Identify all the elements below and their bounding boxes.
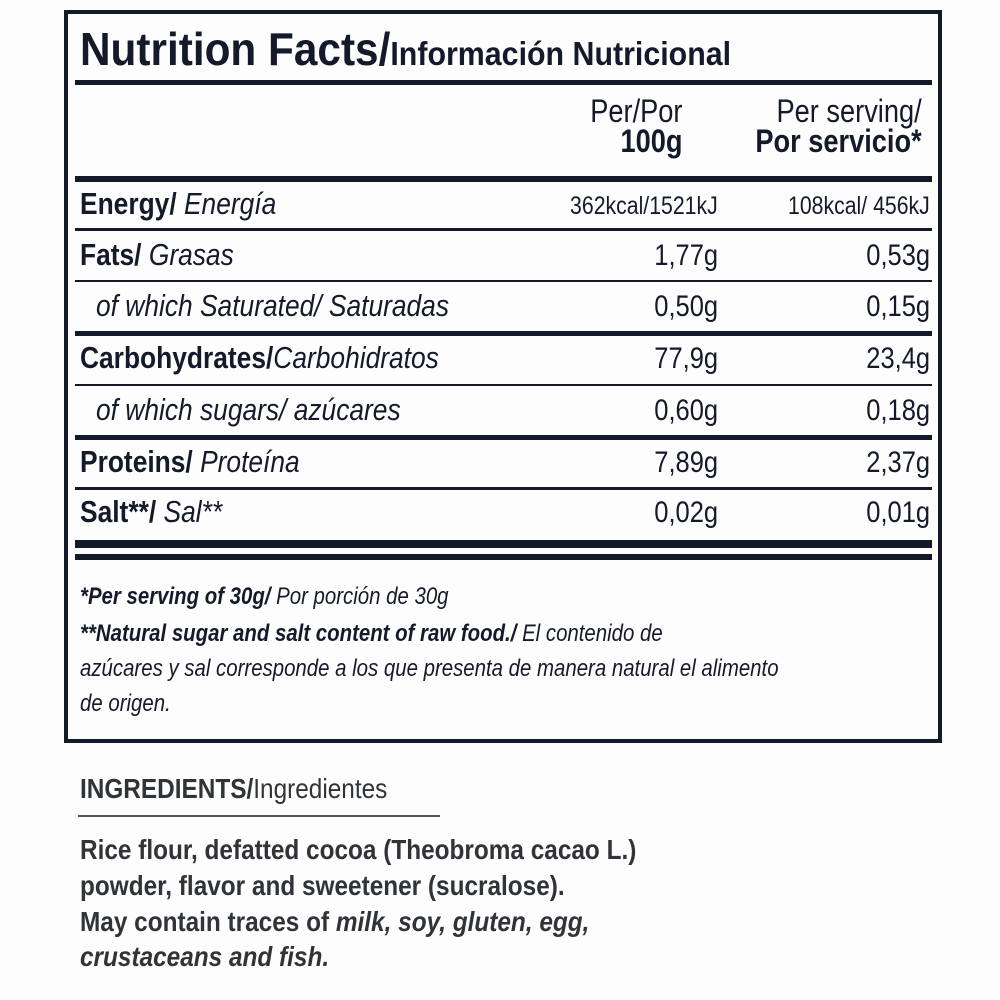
row-label-en: Carbohydrates/: [80, 340, 274, 375]
ingredients-line2: powder, flavor and sweetener (sucralose)…: [80, 870, 565, 901]
divider: [75, 435, 932, 440]
value-per100: 77,9g: [654, 342, 718, 375]
value-per100: 0,60g: [654, 394, 718, 427]
value-serving: 0,15g: [866, 290, 930, 323]
value-per100: 0,02g: [654, 496, 718, 529]
value-per100: 362kcal/1521kJ: [570, 192, 718, 220]
row-label: Carbohydrates/Carbohidratos: [80, 340, 439, 376]
row-label-es: Energía: [176, 186, 277, 221]
nutrition-facts-box: [64, 10, 942, 743]
column-header-per100: Per/Por 100g: [589, 93, 682, 159]
column-header-serving: Per serving/Por servicio*: [755, 93, 922, 159]
divider: [75, 554, 932, 560]
value-serving: 2,37g: [866, 446, 930, 479]
divider: [75, 280, 932, 282]
row-label-es: of which sugars/ azúcares: [96, 392, 401, 427]
row-label-es: Carbohidratos: [273, 340, 439, 375]
row-label: of which Saturated/ Saturadas: [96, 288, 449, 324]
row-label: of which sugars/ azúcares: [96, 392, 401, 428]
row-label-es: of which Saturated/ Saturadas: [96, 288, 450, 323]
footnote-serving: *Per serving of 30g/ Por porción de 30g: [80, 583, 449, 610]
value-per100: 7,89g: [654, 446, 718, 479]
divider: [75, 384, 932, 386]
row-label: Energy/ Energía: [80, 186, 276, 222]
divider: [75, 228, 932, 231]
footnote-natural-content: **Natural sugar and salt content of raw …: [80, 620, 663, 647]
row-label: Fats/ Grasas: [80, 237, 234, 273]
allergens-line1: May contain traces of milk, soy, gluten,…: [80, 906, 590, 937]
value-serving: 0,01g: [866, 496, 930, 529]
value-serving: 0,53g: [866, 239, 930, 272]
footnote-line2: azúcares y sal corresponde a los que pre…: [80, 655, 779, 682]
row-label-en: Proteins/: [80, 444, 193, 479]
row-label-es: Grasas: [141, 237, 234, 272]
divider: [75, 540, 932, 548]
ingredients-heading: INGREDIENTS/Ingredientes: [80, 773, 388, 804]
nutrition-title: Nutrition Facts/Información Nutricional: [80, 23, 732, 75]
divider: [75, 331, 932, 336]
value-per100: 0,50g: [654, 290, 718, 323]
value-serving: 0,18g: [866, 394, 930, 427]
divider: [78, 815, 440, 817]
row-label-en: Energy/: [80, 186, 177, 221]
row-label-es: Sal**: [156, 494, 223, 529]
row-label: Proteins/ Proteína: [80, 444, 300, 480]
row-label: Salt**/ Sal**: [80, 494, 222, 530]
value-per100: 1,77g: [654, 239, 718, 272]
divider: [75, 487, 932, 490]
divider: [75, 176, 932, 182]
ingredients-line1: Rice flour, defatted cocoa (Theobroma ca…: [80, 834, 637, 865]
value-serving: 108kcal/ 456kJ: [788, 192, 930, 220]
allergens-line2: crustaceans and fish.: [80, 941, 330, 972]
row-label-en: Fats/: [80, 237, 142, 272]
row-label-es: Proteína: [192, 444, 300, 479]
divider: [75, 80, 932, 85]
row-label-en: Salt**/: [80, 494, 157, 529]
footnote-line3: de origen.: [80, 690, 171, 717]
value-serving: 23,4g: [866, 342, 930, 375]
